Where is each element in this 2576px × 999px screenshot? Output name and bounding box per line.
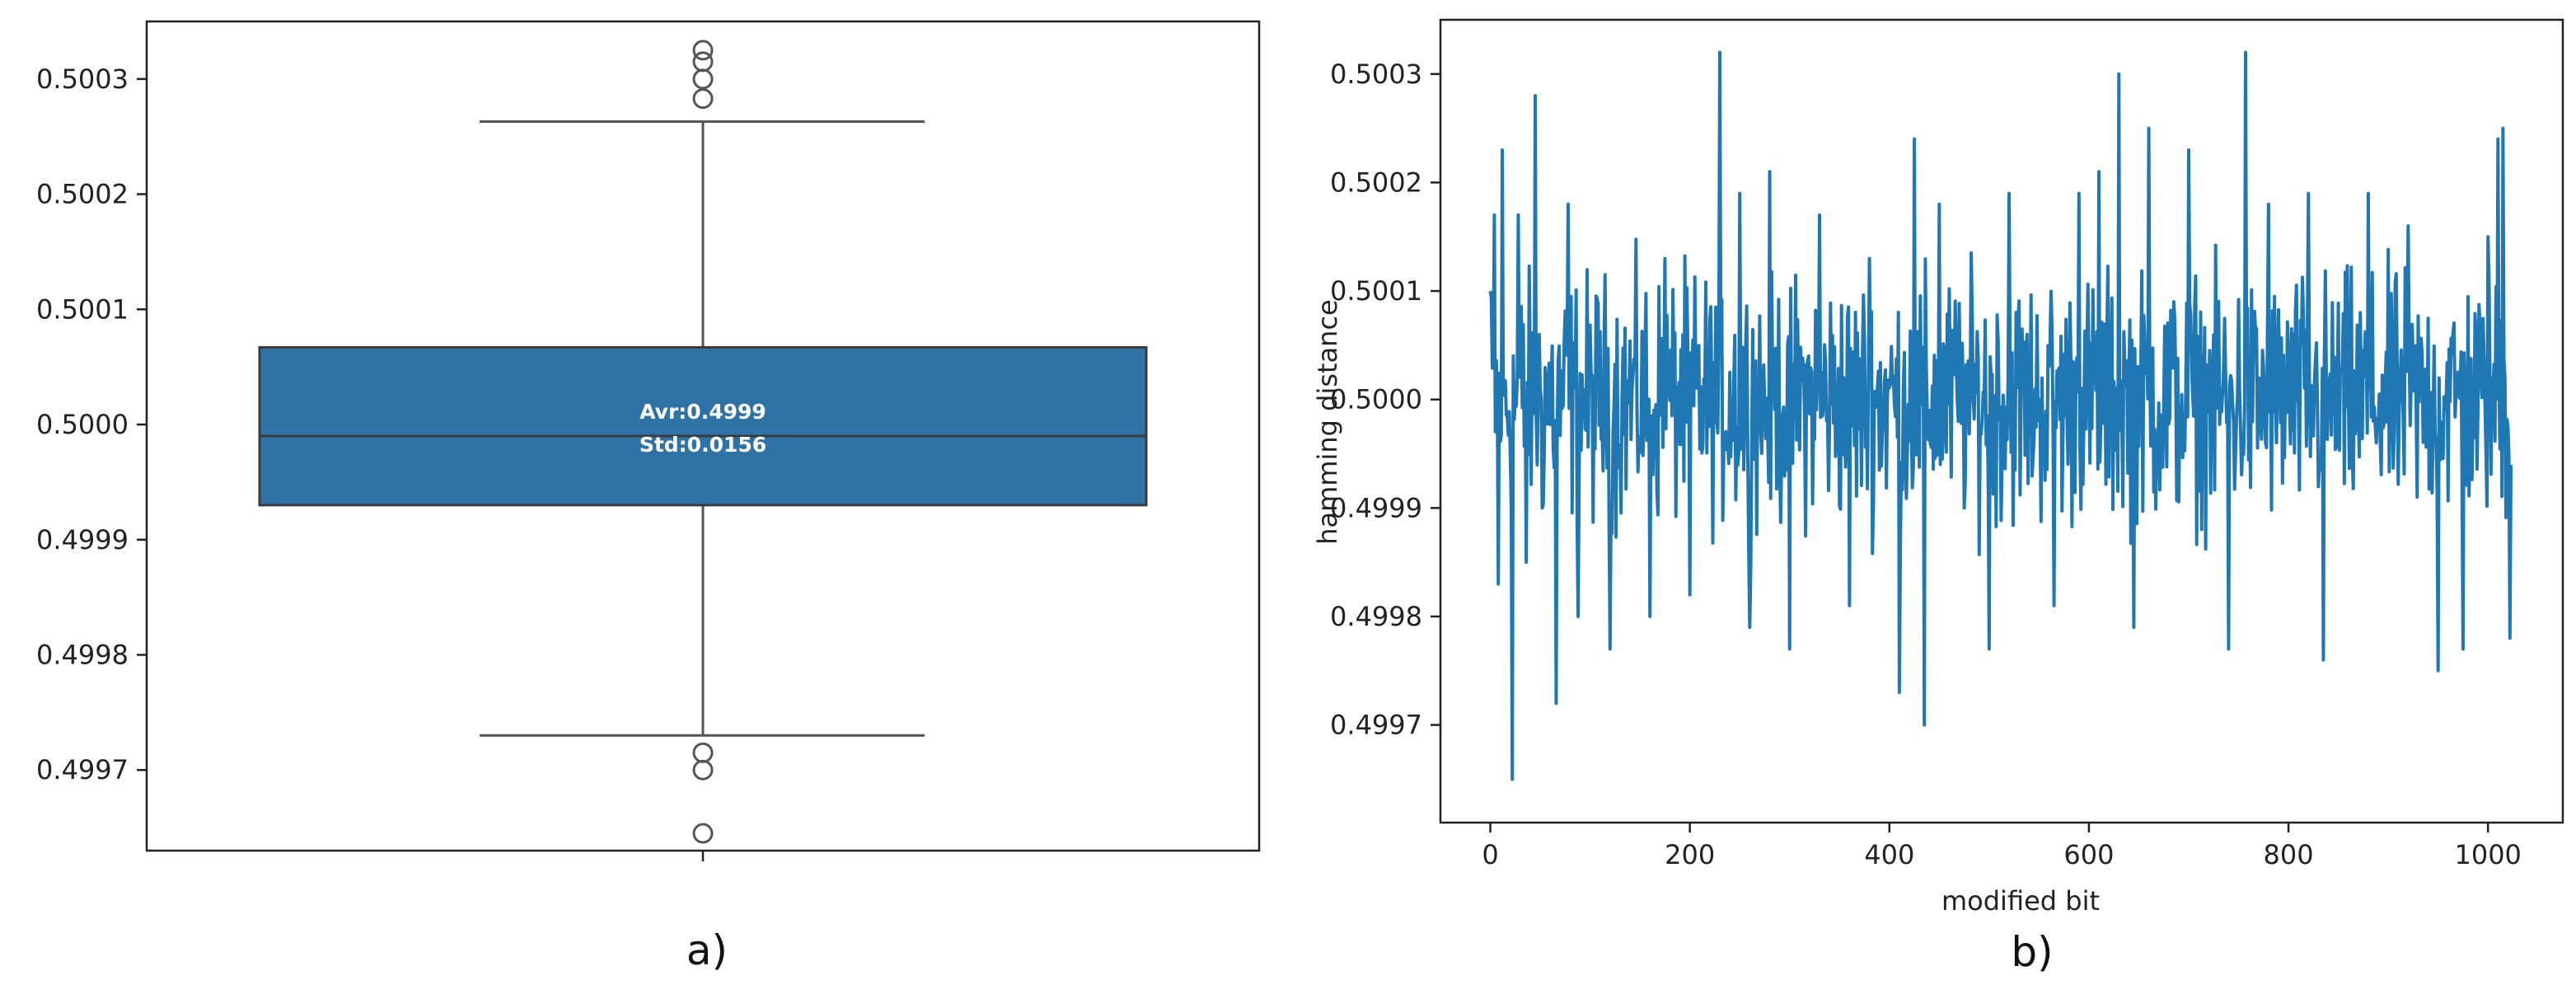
line-plot-x-tick-label: 200 bbox=[1665, 839, 1715, 870]
box-plot-y-tick-label: 0.5003 bbox=[36, 63, 129, 95]
box-plot-y-tick-label: 0.4999 bbox=[36, 524, 129, 556]
line-plot-y-tick-label: 0.5003 bbox=[1330, 59, 1422, 90]
box-plot-body bbox=[258, 120, 1148, 737]
line-plot-axes-frame bbox=[1439, 18, 2564, 824]
box-plot-std-annotation: Std:0.0156 bbox=[639, 433, 766, 457]
outlier-point bbox=[692, 68, 714, 90]
line-plot-x-ticks: 0 200 400 600 800 1000 bbox=[1482, 823, 2522, 870]
line-plot-y-tick-label: 0.5000 bbox=[1330, 384, 1422, 415]
box-plot-panel: 0.4997 0.4998 0.4999 0.5000 0.5001 0.5002 0.50… bbox=[36, 20, 1261, 974]
line-plot-x-tick-label: 0 bbox=[1482, 839, 1498, 870]
box-plot-y-tick-label: 0.5000 bbox=[36, 409, 129, 440]
box-plot-y-ticks: 0.4997 0.4998 0.4999 0.5000 0.5001 0.5002 0.50… bbox=[36, 63, 147, 786]
line-plot-y-tick-label: 0.4999 bbox=[1330, 492, 1422, 523]
box-plot-y-tick-label: 0.4998 bbox=[36, 639, 129, 670]
line-plot-y-axis-label: hamming distance bbox=[1312, 299, 1343, 544]
line-plot-x-axis-label: modified bit bbox=[1941, 885, 2100, 917]
outlier-point bbox=[692, 51, 714, 73]
line-plot-y-tick-label: 0.5002 bbox=[1330, 166, 1422, 198]
outlier-point bbox=[692, 40, 714, 61]
outlier-point bbox=[692, 759, 714, 781]
line-plot-x-tick-label: 800 bbox=[2264, 839, 2314, 870]
line-plot-y-tick-label: 0.4998 bbox=[1330, 601, 1422, 632]
box-plot-y-tick-label: 0.5001 bbox=[36, 293, 129, 325]
line-plot-x-tick-label: 400 bbox=[1864, 839, 1914, 870]
box-plot-average-annotation: Avr:0.4999 bbox=[639, 400, 766, 424]
panel-label-a: a) bbox=[686, 926, 728, 974]
line-plot-y-ticks: 0.4997 0.4998 0.4999 0.5000 0.5001 0.5002 0.50… bbox=[1330, 59, 1440, 741]
outlier-point bbox=[692, 823, 714, 844]
interquartile-box bbox=[258, 345, 1148, 507]
line-plot-y-tick-label: 0.5001 bbox=[1330, 275, 1422, 307]
line-plot-x-tick-label: 600 bbox=[2063, 839, 2114, 870]
line-plot-x-tick-label: 1000 bbox=[2454, 839, 2521, 870]
panel-label-b: b) bbox=[2011, 928, 2053, 976]
outlier-point bbox=[692, 88, 714, 110]
line-plot-y-tick-label: 0.4997 bbox=[1330, 710, 1422, 741]
hamming-distance-series-line bbox=[1488, 50, 2513, 781]
box-plot-y-tick-label: 0.5002 bbox=[36, 179, 129, 210]
line-plot-panel: 0.4997 0.4998 0.4999 0.5000 0.5001 0.5002 0.50… bbox=[1312, 18, 2564, 976]
box-plot-y-tick-label: 0.4997 bbox=[36, 754, 129, 786]
box-plot-outliers bbox=[692, 40, 714, 844]
outlier-point bbox=[692, 742, 714, 763]
